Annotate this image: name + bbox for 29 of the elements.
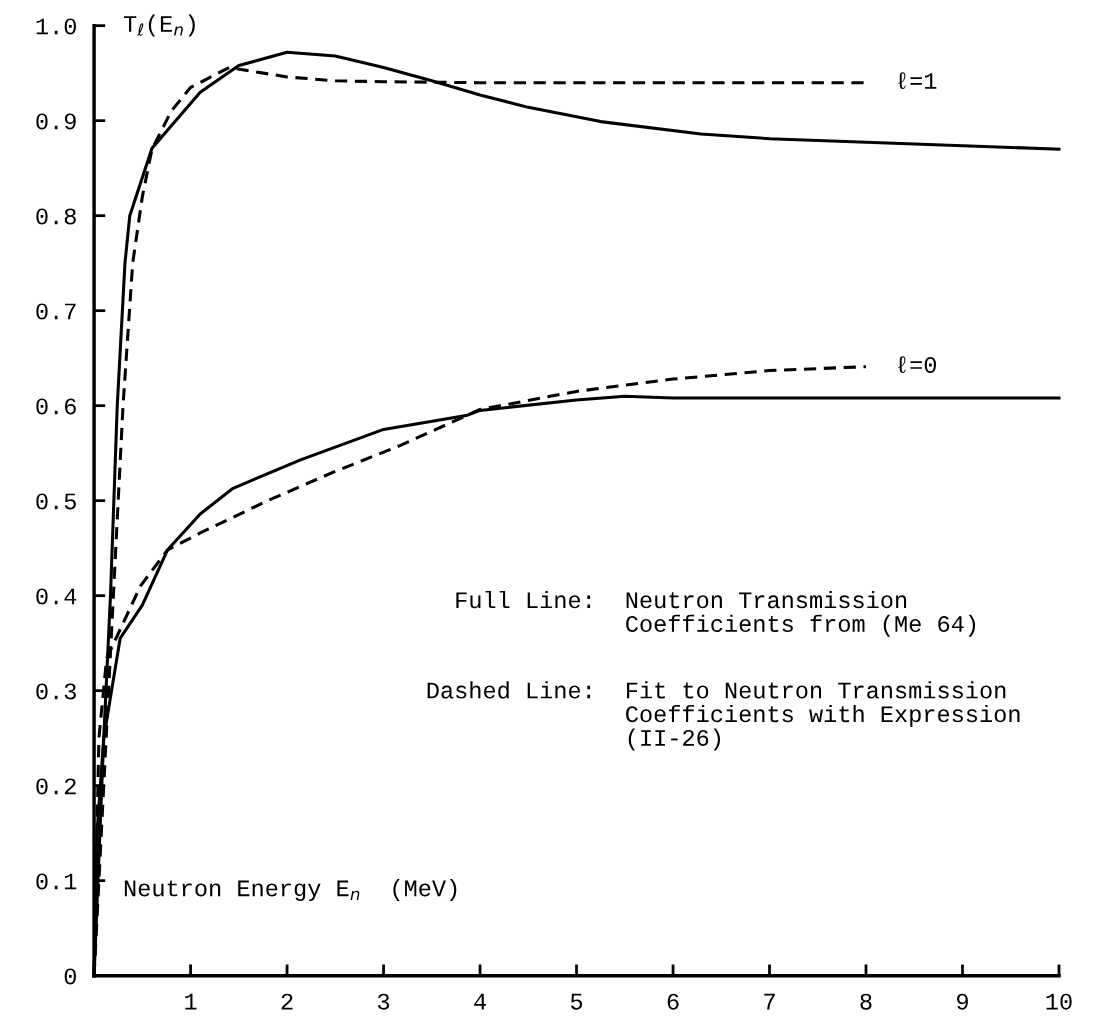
annotation: Neutron Transmission Coefficients from (Me 64) [626, 590, 976, 637]
y-tick-label: 0 [64, 968, 76, 985]
text: Neutron Energy E$_{n}$ (MeV) [124, 879, 457, 902]
x-tick-label: 4 [474, 993, 486, 1010]
series-label: ℓ=0 [898, 356, 937, 374]
x-tick-label: 1 [185, 993, 197, 1010]
x-tick-label: 3 [377, 993, 390, 1010]
series-label: ℓ=1 [898, 72, 937, 90]
annotation: Fit to Neutron Transmission Coefficients with Expression (II-26) [626, 681, 1020, 751]
x-tick-label: 5 [570, 993, 583, 1010]
x-tick-label: 2 [281, 993, 293, 1010]
y-axis-title: T$_{ℓ}$(E$_{n}$) [123, 14, 195, 37]
y-tick-label: 1.0 [36, 18, 76, 35]
x-tick-label: 6 [667, 993, 679, 1010]
y-tick-label: 0.5 [36, 493, 76, 510]
y-tick-label: 0.8 [36, 208, 76, 225]
x-tick-label: 9 [957, 993, 968, 1010]
y-tick-label: 0.2 [36, 778, 76, 795]
y-tick-label: 0.3 [36, 683, 76, 700]
y-tick-label: 0.1 [36, 873, 77, 890]
annotation: Dashed Line: [427, 681, 591, 699]
y-tick-label: 0.9 [36, 113, 76, 130]
x-tick-label: 7 [764, 993, 775, 1010]
y-tick-label: 0.7 [36, 303, 76, 320]
y-tick-label: 0.6 [36, 398, 76, 415]
annotation: Full Line: [456, 590, 591, 609]
x-tick-label: 10 [1046, 993, 1072, 1010]
y-tick-label: 0.4 [36, 588, 77, 605]
x-tick-label: 8 [860, 993, 872, 1010]
